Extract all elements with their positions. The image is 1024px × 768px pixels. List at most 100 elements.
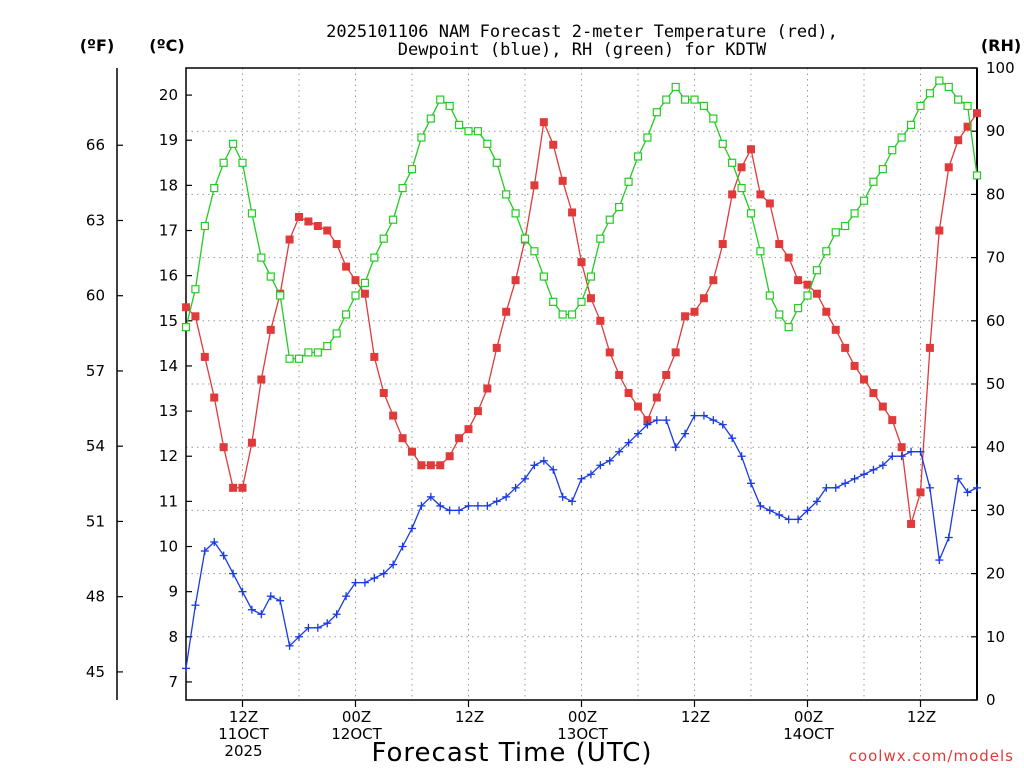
dewpoint-point [332, 610, 341, 619]
temperature-point [323, 226, 332, 235]
rh-point [869, 177, 878, 186]
rh-point [699, 101, 709, 111]
temperature-point [634, 402, 642, 411]
dewpoint-point [483, 501, 492, 510]
rh-tick-label: 70 [986, 249, 1005, 267]
rh-point [210, 183, 219, 193]
rh-point [323, 341, 332, 351]
dewpoint-point [257, 610, 266, 619]
dewpoint-point [615, 447, 624, 456]
rh-point [690, 95, 699, 104]
rh-point [304, 348, 313, 357]
dewpoint-point [436, 501, 445, 510]
celsius-tick-label: 18 [159, 176, 178, 194]
dewpoint-point [247, 605, 256, 614]
dewpoint-point [445, 506, 454, 515]
temperature-point [822, 307, 831, 316]
rh-point [228, 139, 238, 148]
rh-point [728, 158, 737, 167]
rh-point [313, 348, 322, 357]
rh-point [615, 202, 624, 212]
fahrenheit-tick-label: 51 [86, 512, 105, 530]
rh-point [426, 114, 435, 123]
rh-point [671, 82, 680, 92]
rh-point [360, 278, 370, 287]
dewpoint-point [455, 506, 464, 515]
x-tick-label: 13OCT [557, 725, 608, 743]
temperature-point [850, 361, 859, 370]
temperature-point [709, 276, 718, 285]
temperature-point [652, 393, 661, 402]
temperature-series-line [185, 112, 978, 525]
dewpoint-point [285, 641, 294, 650]
temperature-point [417, 461, 426, 470]
fahrenheit-tick-label: 45 [86, 663, 105, 681]
rh-point [445, 101, 454, 111]
rh-point [916, 101, 925, 111]
temperature-point [266, 325, 275, 334]
dewpoint-point [389, 560, 398, 569]
rh-point [436, 95, 445, 104]
fahrenheit-tick-label: 60 [86, 287, 105, 305]
rh-point [567, 310, 577, 319]
chart-title-line-1: 2025101106 NAM Forecast 2-meter Temperat… [326, 22, 838, 42]
rh-point [520, 234, 530, 243]
rh-point [954, 95, 963, 104]
temperature-point [888, 416, 897, 425]
dewpoint-point [210, 538, 219, 546]
dewpoint-point [304, 623, 313, 632]
chart-title-line-2: Dewpoint (blue), RH (green) for KDTW [398, 40, 767, 60]
rh-axis-label: (RH) [981, 36, 1021, 55]
dewpoint-point [925, 483, 934, 492]
temperature-point [662, 370, 671, 379]
celsius-tick-label: 15 [159, 312, 178, 330]
rh-tick-label: 100 [986, 59, 1015, 77]
rh-point [266, 272, 275, 281]
dewpoint-point [464, 501, 473, 510]
dewpoint-point [671, 443, 680, 452]
dewpoint-point [747, 479, 755, 488]
temperature-point [558, 176, 567, 185]
plot-layer: 45 48 51 54 57 60 63 66 7 8 9 10 11 12 13 14 15 16 17 18 19 2… [86, 59, 1015, 760]
temperature-point [549, 140, 558, 149]
dewpoint-point [266, 592, 275, 601]
dewpoint-point [756, 501, 765, 510]
rh-point [181, 323, 191, 332]
rh-point [878, 165, 887, 174]
dewpoint-point [652, 416, 661, 425]
temperature-point [737, 163, 746, 172]
rh-point [558, 310, 567, 319]
temperature-point [568, 208, 577, 217]
dewpoint-point [586, 470, 595, 479]
dewpoint-point [662, 416, 671, 425]
rh-point [511, 209, 520, 218]
temperature-point [445, 452, 454, 461]
temperature-point [257, 375, 266, 384]
temperature-point [973, 109, 981, 118]
dewpoint-point [643, 420, 652, 429]
celsius-axis-label: (ºC) [149, 36, 184, 55]
dewpoint-point [784, 515, 793, 524]
dewpoint-point [238, 587, 247, 596]
temperature-point [455, 434, 464, 443]
temperature-point [408, 447, 416, 456]
rh-point [219, 158, 228, 167]
rh-point [850, 209, 859, 218]
celsius-tick-label: 12 [159, 447, 178, 465]
dewpoint-point [973, 483, 981, 492]
temperature-point [718, 240, 727, 249]
dewpoint-point [850, 474, 859, 483]
rh-point [276, 291, 285, 300]
temperature-point [596, 316, 605, 325]
dewpoint-point [539, 456, 548, 465]
rh-point [398, 183, 407, 193]
rh-tick-label: 40 [986, 438, 1005, 456]
dewpoint-point [426, 492, 435, 501]
dewpoint-point [200, 547, 209, 556]
dewpoint-point [229, 569, 238, 578]
rh-point [775, 310, 784, 319]
rh-point [803, 291, 812, 300]
rh-point [379, 234, 388, 243]
dewpoint-point [398, 542, 407, 551]
